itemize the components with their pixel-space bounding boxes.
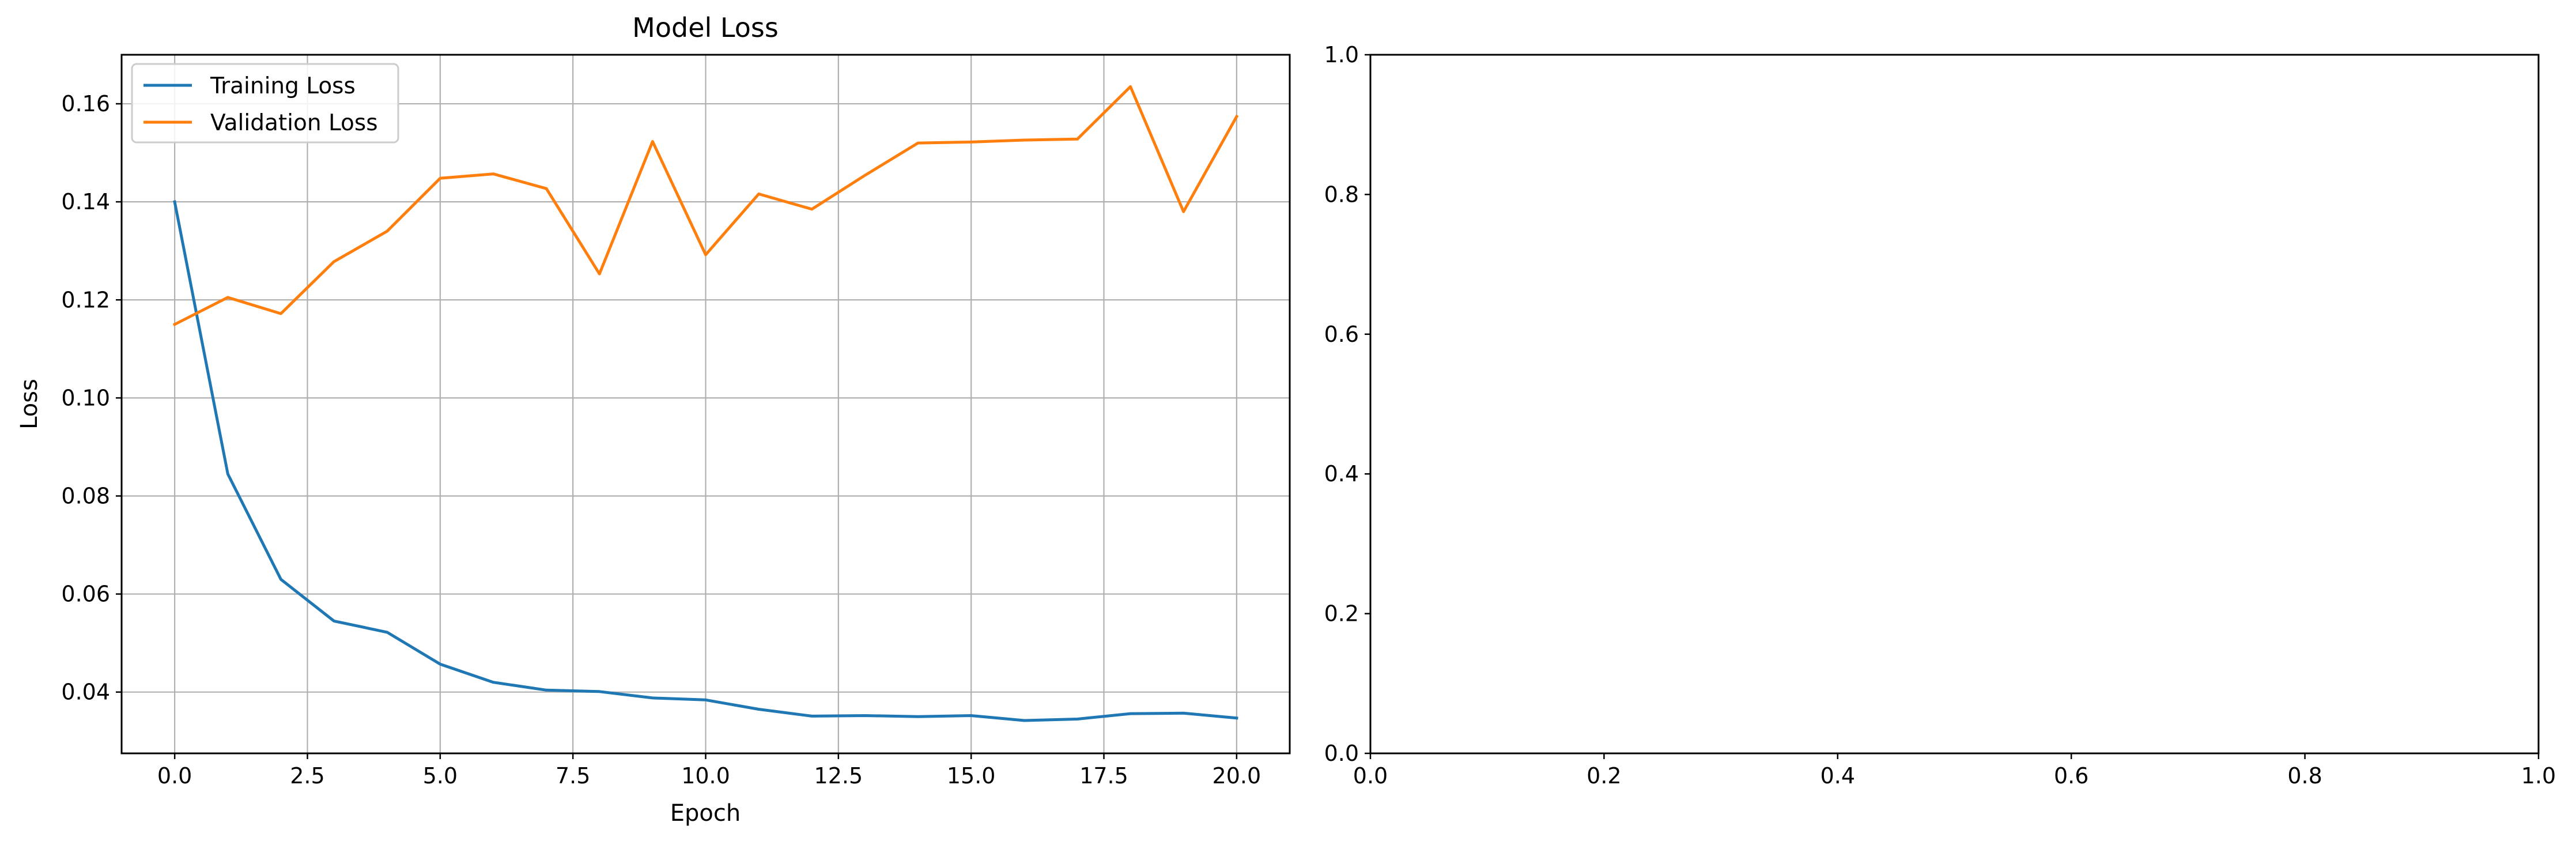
- empty-chart: 0.0 0.2 0.4 0.6 0.8 1.0 0.0 0.2 0.4 0.6 0.8 1.0: [1324, 42, 2556, 789]
- empty-chart-x-tick-label: 0.4: [1820, 763, 1855, 789]
- loss-chart-y-tick-label: 0.12: [61, 287, 110, 312]
- empty-chart-y-tick-label: 1.0: [1324, 42, 1359, 67]
- loss-chart-x-tick-label: 12.5: [814, 763, 863, 789]
- loss-chart-x-tick-label: 15.0: [947, 763, 996, 789]
- legend-label-training: Training Loss: [210, 73, 356, 99]
- loss-chart: Model Loss 0.0 2.5 5.0 7.5 10.0 12.5 15.0 17.5 2…: [16, 12, 1291, 827]
- empty-chart-x-tick-label: 0.8: [2287, 763, 2322, 789]
- empty-chart-y-tick-label: 0.6: [1324, 322, 1359, 347]
- legend-label-validation: Validation Loss: [210, 110, 378, 136]
- loss-chart-y-tick-label: 0.10: [61, 385, 110, 410]
- empty-chart-y-tick-label: 0.4: [1324, 461, 1359, 486]
- loss-chart-y-tick-label: 0.08: [61, 483, 110, 508]
- empty-chart-x-tick-label: 0.0: [1353, 763, 1388, 789]
- loss-chart-x-tick-label: 2.5: [290, 763, 324, 789]
- loss-chart-y-tick-label: 0.16: [61, 91, 110, 116]
- empty-chart-y-tick-label: 0.0: [1324, 741, 1359, 766]
- loss-chart-y-tick-label: 0.04: [61, 680, 110, 705]
- empty-chart-x-tick-label: 1.0: [2521, 763, 2556, 789]
- loss-chart-x-tick-label: 7.5: [556, 763, 590, 789]
- x-axis-label: Epoch: [670, 800, 741, 827]
- legend-box: [131, 63, 399, 144]
- loss-chart-x-tick-label: 0.0: [157, 763, 192, 789]
- y-axis-label: Loss: [16, 379, 43, 429]
- empty-chart-x-ticks: 0.0 0.2 0.4 0.6 0.8 1.0: [1353, 753, 2556, 789]
- empty-chart-x-tick-label: 0.6: [2054, 763, 2088, 789]
- loss-chart-y-tick-label: 0.06: [61, 582, 110, 607]
- loss-chart-lines: [172, 85, 1239, 722]
- loss-chart-series-line-validation-loss: [172, 85, 1239, 327]
- loss-chart-x-tick-label: 10.0: [681, 763, 730, 789]
- empty-chart-y-tick-label: 0.2: [1324, 601, 1359, 627]
- loss-chart-y-ticks: 0.04 0.06 0.08 0.10 0.12 0.14 0.16: [61, 91, 122, 705]
- loss-chart-x-tick-label: 20.0: [1213, 763, 1261, 789]
- loss-chart-series-line-training-loss: [173, 200, 1238, 722]
- empty-chart-frame: [1369, 54, 2540, 755]
- loss-chart-x-tick-label: 17.5: [1079, 763, 1128, 789]
- loss-chart-x-tick-label: 5.0: [423, 763, 458, 789]
- loss-chart-title: Model Loss: [632, 12, 779, 43]
- legend: Training Loss Validation Loss: [131, 63, 399, 144]
- empty-chart-x-tick-label: 0.2: [1587, 763, 1621, 789]
- loss-chart-x-ticks: 0.0 2.5 5.0 7.5 10.0 12.5 15.0 17.5 20.0: [157, 753, 1261, 789]
- loss-chart-grid: [122, 55, 1290, 753]
- loss-chart-y-tick-label: 0.14: [61, 189, 110, 214]
- empty-chart-y-tick-label: 0.8: [1324, 182, 1359, 207]
- empty-chart-y-ticks: 0.0 0.2 0.4 0.6 0.8 1.0: [1324, 42, 1370, 766]
